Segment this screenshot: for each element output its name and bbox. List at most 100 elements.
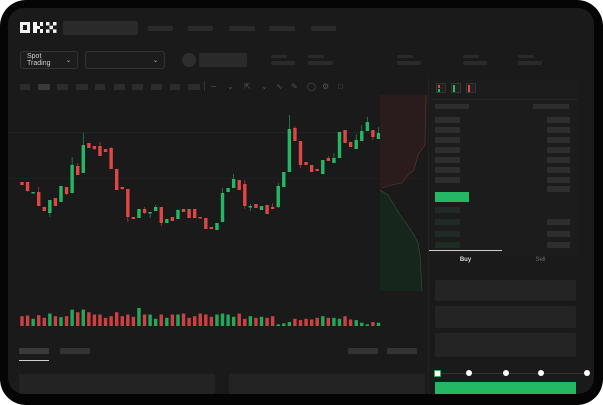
volume-bar <box>76 312 80 326</box>
orderbook-last-price <box>435 192 469 202</box>
candle-body <box>120 187 124 189</box>
draw-line-icon[interactable]: ⇱ <box>244 82 251 91</box>
indicator-icon[interactable]: ∼ <box>210 82 217 91</box>
nav-item[interactable] <box>148 26 173 31</box>
nav-item[interactable] <box>188 26 213 31</box>
stat-label <box>271 55 287 58</box>
candle-body <box>337 132 342 158</box>
tab-sell[interactable]: Sell <box>535 257 546 263</box>
candle-body <box>365 122 370 131</box>
candle-body <box>287 129 292 172</box>
bid-row-price[interactable] <box>435 231 460 237</box>
ask-row-amount <box>547 127 570 133</box>
slider-step-50[interactable] <box>503 370 509 376</box>
orders-panel <box>19 374 215 394</box>
volume-bar <box>53 316 58 326</box>
interval-button[interactable] <box>76 84 88 90</box>
candle-body <box>376 133 381 139</box>
slider-track[interactable] <box>438 373 588 374</box>
bid-row-price[interactable] <box>435 207 460 213</box>
interval-button[interactable] <box>188 84 200 90</box>
interval-button[interactable] <box>114 84 125 90</box>
slider-handle[interactable] <box>434 370 441 377</box>
volume-bar <box>181 313 186 326</box>
orderbook-header-amount <box>533 104 569 109</box>
ask-row-price[interactable] <box>435 137 460 143</box>
orderbook-asks-icon[interactable] <box>466 83 476 93</box>
volume-bar <box>376 322 381 326</box>
filter-button[interactable] <box>387 348 417 354</box>
interval-button[interactable] <box>132 84 143 90</box>
orderbook-bids-icon[interactable] <box>451 83 461 93</box>
order-book <box>431 80 578 255</box>
ask-row-price[interactable] <box>435 167 460 173</box>
interval-button[interactable] <box>57 84 68 90</box>
candle-body <box>348 142 353 147</box>
depth-chart[interactable] <box>380 95 428 291</box>
candlestick-chart[interactable] <box>8 8 428 338</box>
interval-button-active[interactable] <box>38 84 50 90</box>
candle-body <box>332 158 336 163</box>
bid-row-price[interactable] <box>435 219 460 225</box>
candle-body <box>371 130 375 137</box>
ask-row-price[interactable] <box>435 157 460 163</box>
chevron-down-icon[interactable]: ⌄ <box>227 82 234 91</box>
orderbook-both-icon[interactable] <box>436 83 446 93</box>
tab-order-history[interactable] <box>60 348 90 354</box>
ask-row-amount <box>547 117 570 123</box>
volume-bar <box>332 317 336 326</box>
ask-row-price[interactable] <box>435 127 460 133</box>
candle-body <box>309 165 314 172</box>
ask-row-price[interactable] <box>435 177 460 183</box>
ask-row-price[interactable] <box>435 147 460 153</box>
nav-item[interactable] <box>311 26 336 31</box>
candle-body <box>98 146 102 156</box>
fullscreen-icon[interactable]: □ <box>338 82 343 91</box>
amount-input[interactable] <box>435 306 576 328</box>
ruler-icon[interactable]: ✎ <box>291 82 298 91</box>
nav-item[interactable] <box>229 26 255 31</box>
interval-button[interactable] <box>170 84 180 90</box>
depth-asks-line <box>381 95 427 189</box>
bid-row-price[interactable] <box>435 242 460 248</box>
candle-body <box>114 169 119 190</box>
price-input[interactable] <box>435 280 576 301</box>
volume-bar <box>87 312 91 326</box>
tab-buy[interactable]: Buy <box>459 257 472 263</box>
candle-body <box>81 145 85 173</box>
okx-logo[interactable] <box>20 22 58 34</box>
nav-item[interactable] <box>269 26 295 31</box>
tab-indicator <box>429 250 502 251</box>
search-bar[interactable] <box>63 21 138 35</box>
volume-bar <box>231 316 236 326</box>
settings-icon[interactable]: ⚙ <box>322 82 330 91</box>
candle-body <box>25 182 30 191</box>
camera-icon[interactable]: ◯ <box>307 82 316 91</box>
buy-button[interactable] <box>435 382 576 394</box>
total-input[interactable] <box>435 333 576 357</box>
volume-bar <box>176 314 180 326</box>
candle-body <box>142 209 147 213</box>
slider-step-25[interactable] <box>466 370 472 376</box>
filter-button[interactable] <box>348 348 378 354</box>
volume-bar <box>64 316 69 326</box>
tab-open-orders[interactable] <box>19 348 49 354</box>
candle-body <box>231 179 236 188</box>
candle-body <box>20 182 24 185</box>
interval-button[interactable] <box>151 84 162 90</box>
interval-button[interactable] <box>95 84 105 90</box>
volume-bar <box>365 324 370 326</box>
wave-icon[interactable]: ∿ <box>276 82 283 91</box>
volume-bar <box>187 317 191 326</box>
candle-body <box>70 165 74 193</box>
market-select[interactable]: Spot Trading ⌄ <box>20 51 78 69</box>
candle-body <box>103 149 108 152</box>
chevron-down-icon[interactable]: ⌄ <box>261 82 268 91</box>
interval-button[interactable] <box>20 84 30 90</box>
slider-step-75[interactable] <box>538 370 544 376</box>
pair-select[interactable]: ⌄ <box>85 51 165 69</box>
volume-bar <box>348 319 353 326</box>
slider-step-100[interactable] <box>584 370 590 376</box>
ask-row-price[interactable] <box>435 117 460 123</box>
